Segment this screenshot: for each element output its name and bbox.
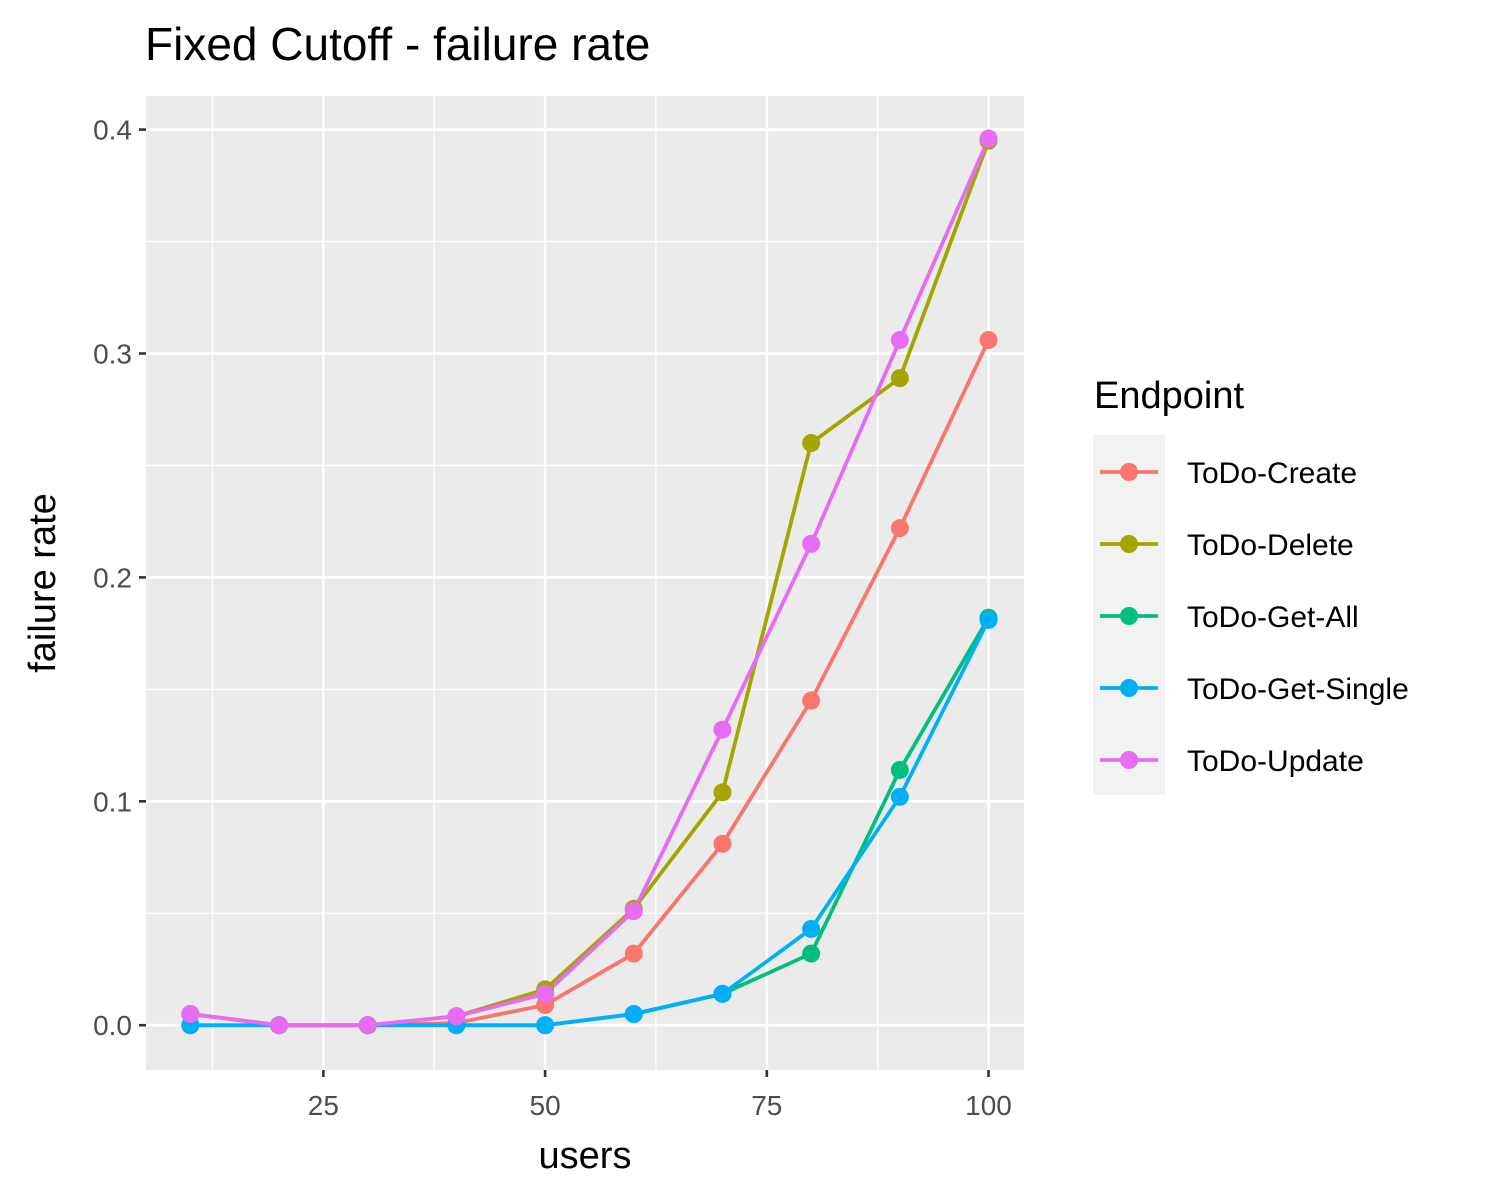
data-point-todo-delete	[713, 783, 732, 802]
y-axis: 0.0 0.1 0.2 0.3 0.4	[93, 115, 146, 1041]
legend-key-point-todo-update	[1120, 751, 1138, 769]
data-point-todo-create	[802, 691, 821, 710]
data-point-todo-get-single	[802, 919, 821, 938]
data-point-todo-update	[358, 1016, 377, 1035]
data-point-todo-get-all	[890, 760, 909, 779]
legend-items: ToDo-Create ToDo-Delete ToDo-Get-All ToDo-G…	[1100, 457, 1409, 778]
legend-key-point-todo-create	[1120, 463, 1138, 481]
y-tick-label: 0.1	[93, 786, 132, 817]
minor-grid	[146, 96, 1024, 1070]
legend-label-todo-get-all: ToDo-Get-All	[1187, 601, 1359, 634]
data-point-todo-get-single	[536, 1016, 555, 1035]
legend-title: Endpoint	[1094, 375, 1244, 417]
series-points	[181, 129, 998, 1035]
data-point-todo-get-single	[890, 787, 909, 806]
data-point-todo-update	[447, 1007, 466, 1026]
y-axis-title: failure rate	[22, 493, 64, 673]
data-point-todo-delete	[802, 434, 821, 453]
data-point-todo-get-all	[802, 944, 821, 963]
series-lines	[190, 137, 991, 1028]
data-point-todo-update	[802, 534, 821, 553]
y-tick-label: 0.3	[93, 338, 132, 369]
data-point-todo-create	[979, 331, 998, 350]
legend-label-todo-delete: ToDo-Delete	[1187, 529, 1354, 562]
data-point-todo-update	[624, 902, 643, 921]
x-tick-label: 100	[965, 1090, 1012, 1121]
data-point-todo-update	[979, 129, 998, 148]
legend-key-point-todo-get-single	[1120, 679, 1138, 697]
legend-label-todo-update: ToDo-Update	[1187, 745, 1364, 778]
legend-label-todo-create: ToDo-Create	[1187, 457, 1357, 490]
data-point-todo-update	[536, 984, 555, 1003]
legend-key-point-todo-get-all	[1120, 607, 1138, 625]
y-tick-label: 0.2	[93, 562, 132, 593]
data-point-todo-update	[270, 1016, 289, 1035]
data-point-todo-update	[890, 331, 909, 350]
legend: Endpoint ToDo-Create ToDo-Delete ToDo-Get-…	[1093, 375, 1409, 795]
x-axis-title: users	[539, 1135, 632, 1177]
data-point-todo-get-single	[624, 1005, 643, 1024]
series-line-todo-update	[190, 137, 991, 1028]
data-point-todo-get-single	[979, 610, 998, 629]
data-point-todo-create	[890, 519, 909, 538]
data-point-todo-create	[713, 834, 732, 853]
y-tick-label: 0.4	[93, 115, 132, 146]
y-tick-label: 0.0	[93, 1010, 132, 1041]
x-tick-label: 75	[751, 1090, 782, 1121]
legend-label-todo-get-single: ToDo-Get-Single	[1187, 673, 1409, 706]
data-point-todo-delete	[890, 369, 909, 388]
major-grid	[146, 96, 1024, 1070]
x-tick-label: 25	[308, 1090, 339, 1121]
data-point-todo-update	[181, 1005, 200, 1024]
legend-key-point-todo-delete	[1120, 535, 1138, 553]
x-tick-label: 50	[530, 1090, 561, 1121]
data-point-todo-get-single	[713, 984, 732, 1003]
data-point-todo-create	[624, 944, 643, 963]
chart-title: Fixed Cutoff - failure rate	[145, 18, 650, 70]
data-point-todo-update	[713, 720, 732, 739]
x-axis: 25 50 75 100	[308, 1070, 1012, 1121]
